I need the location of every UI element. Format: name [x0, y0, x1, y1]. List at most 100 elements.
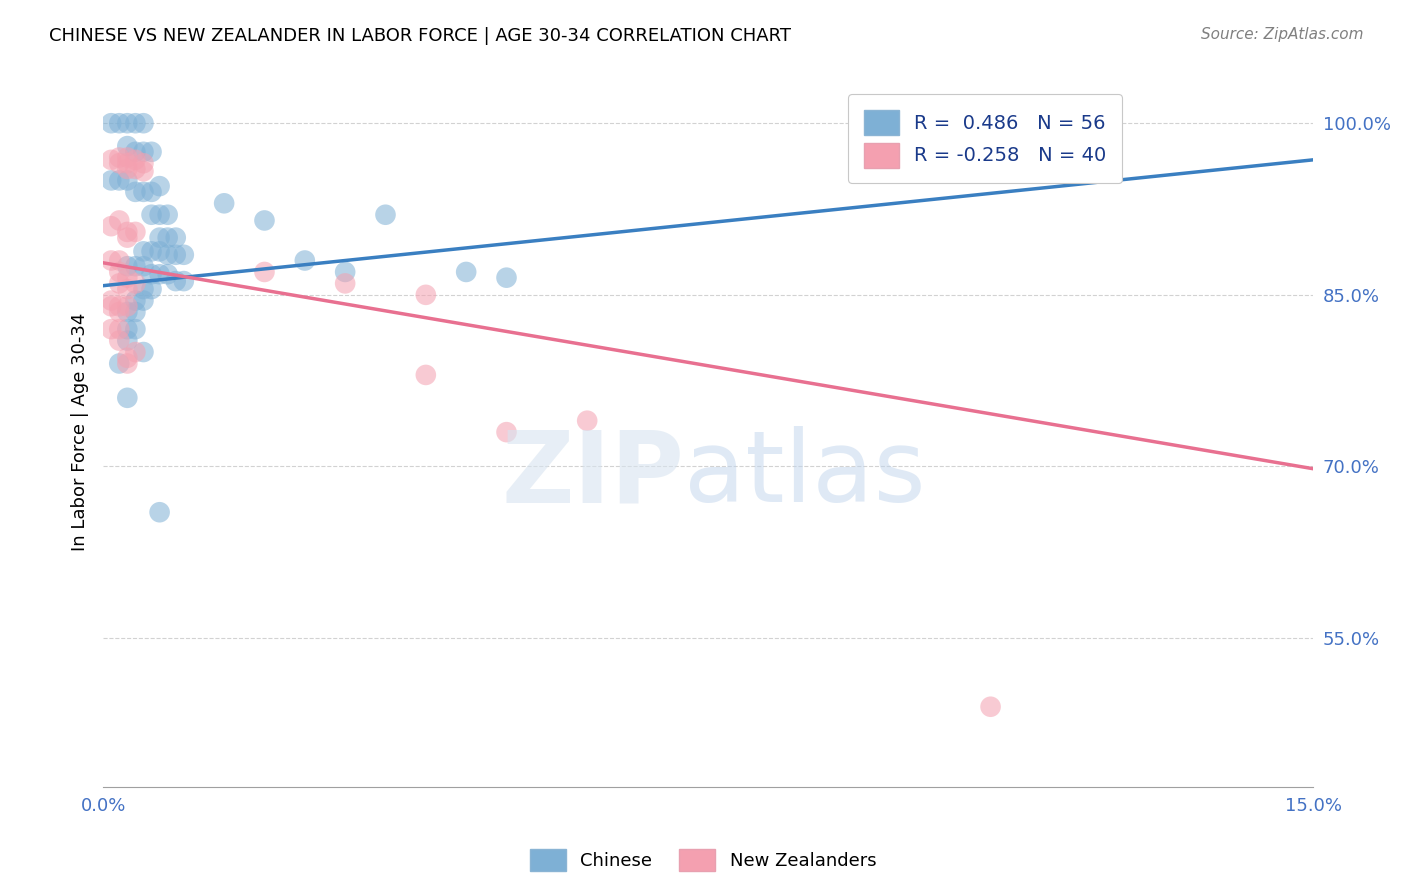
Point — [108, 277, 131, 291]
Point — [132, 156, 155, 170]
Point — [149, 505, 172, 519]
Point — [117, 334, 139, 348]
Point — [108, 305, 131, 319]
Point — [132, 282, 155, 296]
Point — [456, 265, 478, 279]
Point — [415, 368, 437, 382]
Point — [415, 288, 437, 302]
Point — [132, 185, 155, 199]
Point — [124, 145, 146, 159]
Point — [141, 267, 163, 281]
Point — [149, 230, 172, 244]
Point — [117, 282, 139, 296]
Point — [156, 208, 179, 222]
Point — [100, 293, 122, 308]
Point — [108, 151, 131, 165]
Point — [100, 116, 122, 130]
Point — [100, 322, 122, 336]
Point — [165, 248, 187, 262]
Point — [495, 270, 517, 285]
Point — [108, 156, 131, 170]
Point — [132, 116, 155, 130]
Point — [132, 345, 155, 359]
Point — [124, 161, 146, 176]
Point — [117, 305, 139, 319]
Point — [165, 230, 187, 244]
Point — [132, 244, 155, 259]
Point — [980, 699, 1002, 714]
Point — [149, 208, 172, 222]
Point — [124, 259, 146, 273]
Point — [132, 145, 155, 159]
Point — [156, 267, 179, 281]
Point — [374, 208, 396, 222]
Point — [100, 219, 122, 234]
Point — [108, 213, 131, 227]
Point — [141, 244, 163, 259]
Point — [294, 253, 316, 268]
Point — [117, 356, 139, 370]
Point — [108, 356, 131, 370]
Point — [124, 345, 146, 359]
Point — [253, 213, 276, 227]
Point — [333, 265, 356, 279]
Point — [149, 267, 172, 281]
Point — [333, 277, 356, 291]
Point — [156, 230, 179, 244]
Y-axis label: In Labor Force | Age 30-34: In Labor Force | Age 30-34 — [72, 313, 89, 551]
Point — [100, 299, 122, 313]
Point — [117, 299, 139, 313]
Point — [117, 151, 139, 165]
Point — [495, 425, 517, 439]
Point — [117, 259, 139, 273]
Point — [124, 116, 146, 130]
Point — [108, 322, 131, 336]
Point — [149, 179, 172, 194]
Text: ZIP: ZIP — [501, 426, 683, 524]
Point — [108, 265, 131, 279]
Legend: R =  0.486   N = 56, R = -0.258   N = 40: R = 0.486 N = 56, R = -0.258 N = 40 — [848, 95, 1122, 183]
Point — [124, 293, 146, 308]
Point — [108, 116, 131, 130]
Point — [108, 173, 131, 187]
Point — [117, 225, 139, 239]
Point — [108, 299, 131, 313]
Text: CHINESE VS NEW ZEALANDER IN LABOR FORCE | AGE 30-34 CORRELATION CHART: CHINESE VS NEW ZEALANDER IN LABOR FORCE … — [49, 27, 792, 45]
Point — [173, 248, 195, 262]
Point — [117, 270, 139, 285]
Legend: Chinese, New Zealanders: Chinese, New Zealanders — [523, 842, 883, 879]
Point — [117, 116, 139, 130]
Point — [124, 185, 146, 199]
Point — [165, 274, 187, 288]
Point — [124, 305, 146, 319]
Point — [100, 153, 122, 167]
Point — [117, 139, 139, 153]
Point — [124, 322, 146, 336]
Point — [156, 248, 179, 262]
Point — [149, 244, 172, 259]
Point — [117, 322, 139, 336]
Point — [141, 282, 163, 296]
Point — [108, 253, 131, 268]
Point — [117, 230, 139, 244]
Point — [132, 259, 155, 273]
Point — [117, 161, 139, 176]
Point — [173, 274, 195, 288]
Point — [132, 164, 155, 178]
Point — [117, 156, 139, 170]
Point — [117, 391, 139, 405]
Point — [100, 253, 122, 268]
Point — [576, 414, 599, 428]
Point — [108, 334, 131, 348]
Point — [124, 225, 146, 239]
Point — [117, 351, 139, 365]
Text: Source: ZipAtlas.com: Source: ZipAtlas.com — [1201, 27, 1364, 42]
Point — [141, 145, 163, 159]
Text: atlas: atlas — [683, 426, 925, 524]
Point — [212, 196, 235, 211]
Point — [124, 153, 146, 167]
Point — [124, 277, 146, 291]
Point — [117, 173, 139, 187]
Point — [141, 208, 163, 222]
Point — [141, 185, 163, 199]
